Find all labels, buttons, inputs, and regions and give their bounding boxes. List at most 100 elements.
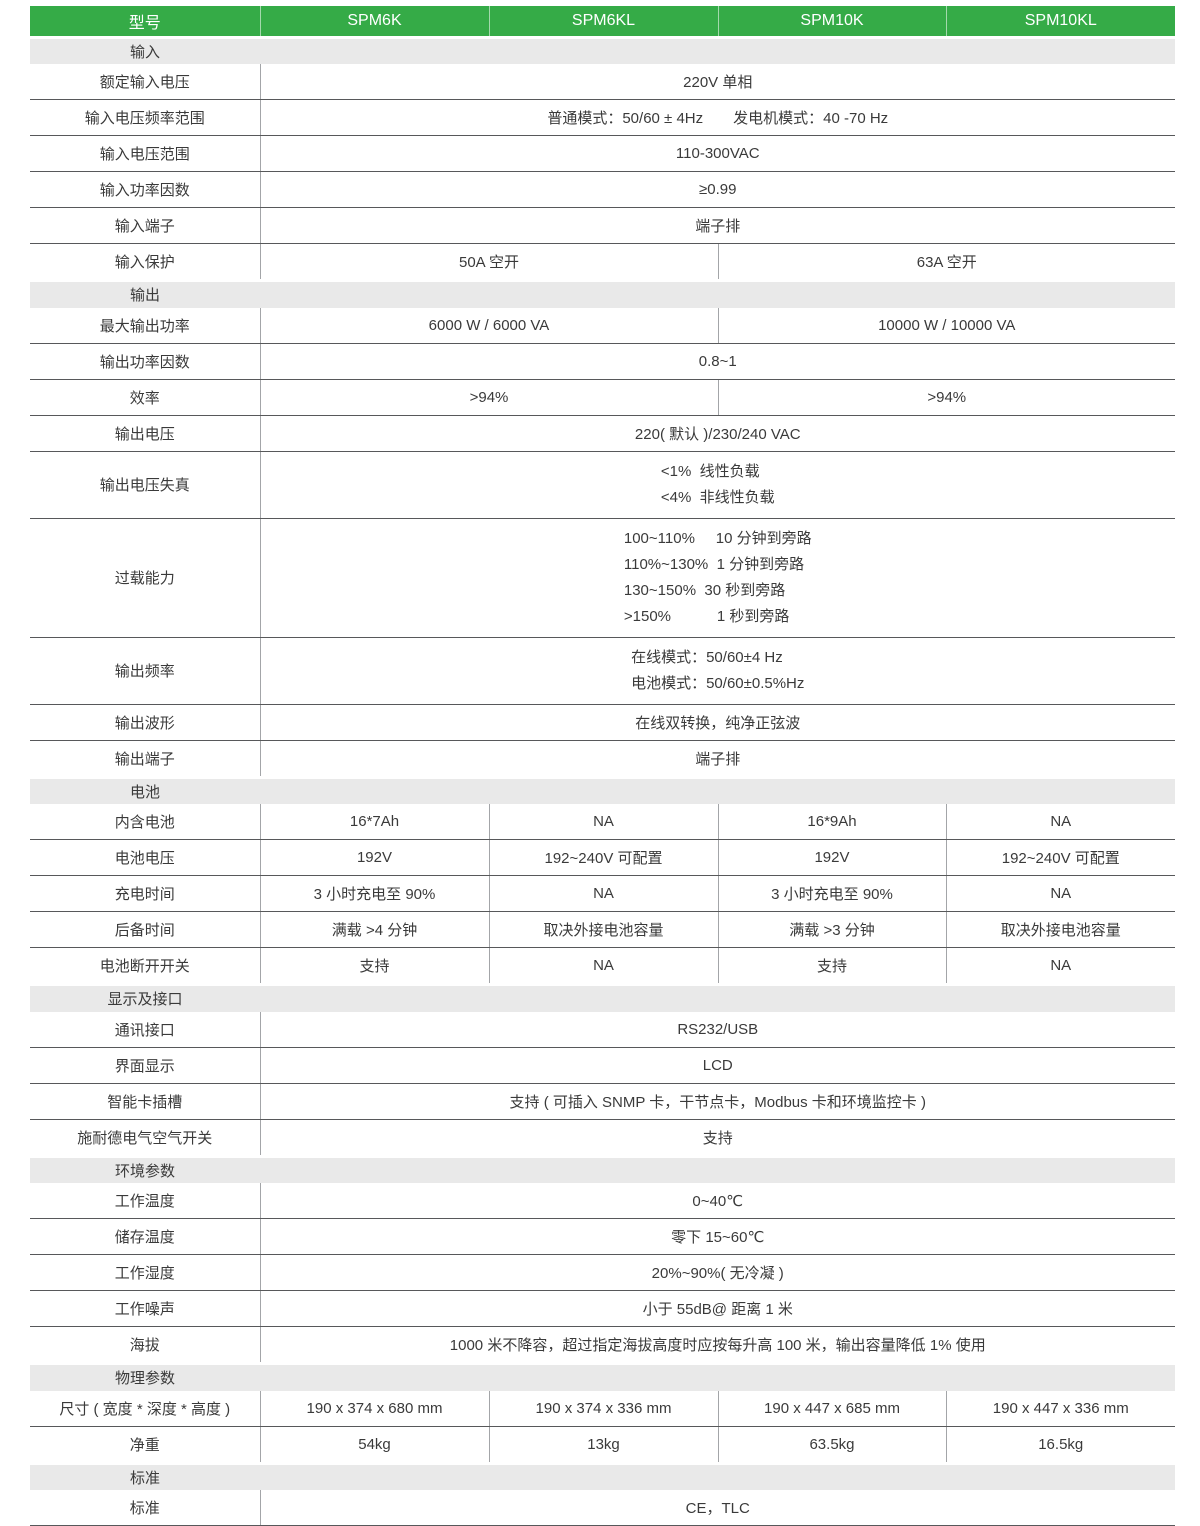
- spec-value: 零下 15~60℃: [671, 1229, 765, 1246]
- spec-value-cell: 0~40℃: [259, 1183, 1175, 1219]
- spec-value-cell: 190 x 447 x 336 mm: [945, 1390, 1175, 1427]
- spec-value: 54kg: [358, 1435, 391, 1453]
- spec-label-cell: 输出波形: [30, 704, 260, 741]
- spec-row: 充电时间 3 小时充电至 90% NA 3 小时充电至 90% NA: [30, 875, 1175, 912]
- spec-label-cell: 标准: [30, 1490, 260, 1526]
- spec-label: 工作噪声: [114, 1301, 175, 1318]
- spec-label-cell: 输入保护: [30, 243, 260, 281]
- spec-value: 220V 单相: [683, 74, 753, 91]
- model-name: SPM6K: [347, 11, 402, 29]
- spec-label: 通讯接口: [114, 1021, 175, 1039]
- model-header-spm10kl: SPM10KL: [945, 6, 1175, 37]
- spec-value-cell: <1% 线性负载 <4% 非线性负载: [259, 451, 1175, 519]
- spec-value-cell: 满载 >4 分钟: [259, 911, 489, 948]
- spec-value-cell: NA: [945, 947, 1175, 985]
- spec-value: 192~240V 可配置: [544, 850, 663, 867]
- spec-value-cell: 支持: [259, 947, 489, 985]
- spec-value-cell: 220V 单相: [259, 64, 1175, 100]
- spec-label-cell: 智能卡插槽: [30, 1083, 260, 1120]
- spec-row: 额定输入电压 220V 单相: [30, 64, 1175, 100]
- spec-value-line: 电池模式：50/60±0.5%Hz: [631, 674, 805, 692]
- spec-row: 内含电池 16*7Ah NA 16*9Ah NA: [30, 804, 1175, 840]
- spec-value-cell: 63A 空开: [717, 243, 1175, 281]
- spec-label-cell: 内含电池: [30, 804, 260, 840]
- model-name: SPM10K: [800, 11, 864, 29]
- spec-value-cell: 100~110% 10 分钟到旁路 110%~130% 1 分钟到旁路 130~15…: [259, 518, 1175, 638]
- spec-value-line: 在线模式：50/60±4 Hz: [631, 648, 783, 666]
- spec-value-multiline: 在线模式：50/60±4 Hz 电池模式：50/60±0.5%Hz: [631, 645, 804, 697]
- spec-label: 输出频率: [114, 663, 175, 680]
- spec-value: LCD: [702, 1056, 733, 1074]
- spec-value-cell: 端子排: [259, 207, 1175, 244]
- spec-label-cell: 净重: [30, 1426, 260, 1464]
- spec-value: 0.8~1: [698, 352, 737, 370]
- spec-label: 效率: [129, 389, 160, 407]
- spec-value-cell: 支持 ( 可插入 SNMP 卡，干节点卡，Modbus 卡和环境监控卡 ): [259, 1083, 1175, 1120]
- spec-value-cell: 取决外接电池容量: [945, 911, 1175, 948]
- spec-value-cell: 54kg: [259, 1426, 489, 1464]
- spec-label-cell: 输入功率因数: [30, 171, 260, 208]
- spec-value-cell: NA: [945, 804, 1175, 840]
- spec-value-cell: 小于 55dB@ 距离 1 米: [259, 1290, 1175, 1327]
- spec-value-cell: CE，TLC: [259, 1490, 1175, 1526]
- spec-value-cell: NA: [488, 947, 718, 985]
- spec-value-cell: NA: [945, 875, 1175, 912]
- section-cell: 电池: [30, 775, 1175, 804]
- spec-value-cell: >94%: [259, 379, 718, 416]
- model-header-spm6kl: SPM6KL: [488, 6, 718, 37]
- spec-value: 端子排: [695, 218, 741, 235]
- spec-label-cell: 储存温度: [30, 1218, 260, 1255]
- spec-value: RS232/USB: [677, 1020, 759, 1038]
- spec-value-cell: 220( 默认 )/230/240 VAC: [259, 415, 1175, 452]
- spec-value-cell: 取决外接电池容量: [488, 911, 718, 948]
- spec-value: 110-300VAC: [675, 145, 760, 162]
- spec-table: 型号 SPM6K SPM6KL SPM10K SPM10KL 输入 额定输入电压 2…: [30, 6, 1175, 1526]
- spec-row: 输出功率因数 0.8~1: [30, 343, 1175, 380]
- spec-label: 工作温度: [114, 1193, 175, 1210]
- spec-value: 190 x 374 x 336 mm: [535, 1399, 672, 1417]
- spec-value-cell: RS232/USB: [259, 1011, 1175, 1048]
- spec-label-cell: 输入电压范围: [30, 135, 260, 172]
- section-cell: 标准: [30, 1461, 1175, 1490]
- spec-value: 192~240V 可配置: [1001, 850, 1120, 867]
- spec-value: NA: [593, 957, 614, 974]
- spec-value-cell: 16.5kg: [945, 1426, 1175, 1464]
- spec-value-cell: 3 小时充电至 90%: [259, 875, 489, 912]
- section-label: 输入: [129, 43, 160, 61]
- spec-row: 最大输出功率 6000 W / 6000 VA 10000 W / 10000 VA: [30, 307, 1175, 344]
- spec-row: 输出波形 在线双转换，纯净正弦波: [30, 704, 1175, 741]
- spec-label: 内含电池: [114, 814, 175, 831]
- spec-row: 输出电压失真 <1% 线性负载 <4% 非线性负载: [30, 451, 1175, 519]
- spec-label: 输出功率因数: [99, 353, 190, 371]
- spec-value-line: <1% 线性负载: [660, 462, 760, 480]
- spec-label: 电池断开开关: [99, 958, 190, 975]
- spec-value: CE，TLC: [685, 1500, 750, 1517]
- spec-label: 输出电压失真: [99, 477, 190, 494]
- spec-label-cell: 充电时间: [30, 875, 260, 912]
- spec-value: 支持: [816, 958, 847, 975]
- spec-row: 输出端子 端子排: [30, 740, 1175, 778]
- spec-label-cell: 通讯接口: [30, 1011, 260, 1048]
- spec-value-cell: 支持: [259, 1119, 1175, 1157]
- section-cell: 输入: [30, 35, 1175, 64]
- spec-row: 界面显示 LCD: [30, 1047, 1175, 1084]
- spec-label-cell: 额定输入电压: [30, 64, 260, 100]
- spec-value-multiline: 100~110% 10 分钟到旁路 110%~130% 1 分钟到旁路 130~15…: [624, 526, 812, 630]
- spec-label: 净重: [129, 1436, 160, 1454]
- spec-label: 电池电压: [114, 850, 175, 867]
- section-row: 标准: [30, 1461, 1175, 1490]
- spec-value-line: <4% 非线性负载: [660, 488, 775, 506]
- spec-value-cell: NA: [488, 875, 718, 912]
- spec-value-cell: LCD: [259, 1047, 1175, 1084]
- model-name: SPM6KL: [571, 11, 636, 29]
- spec-label: 标准: [129, 1500, 160, 1517]
- spec-value-cell: 190 x 447 x 685 mm: [717, 1390, 946, 1427]
- spec-value-line: 110%~130% 1 分钟到旁路: [623, 555, 805, 573]
- section-cell: 输出: [30, 279, 1175, 308]
- spec-table-body: 输入 额定输入电压 220V 单相 输入电压频率范围 普通模式：50/60 ± 4Hz …: [30, 35, 1175, 1526]
- spec-row: 工作温度 0~40℃: [30, 1183, 1175, 1219]
- spec-label: 工作湿度: [114, 1265, 175, 1282]
- spec-value-cell: 普通模式：50/60 ± 4Hz 发电机模式：40 -70 Hz: [259, 99, 1175, 136]
- spec-row: 储存温度 零下 15~60℃: [30, 1218, 1175, 1255]
- spec-row: 智能卡插槽 支持 ( 可插入 SNMP 卡，干节点卡，Modbus 卡和环境监控卡…: [30, 1083, 1175, 1120]
